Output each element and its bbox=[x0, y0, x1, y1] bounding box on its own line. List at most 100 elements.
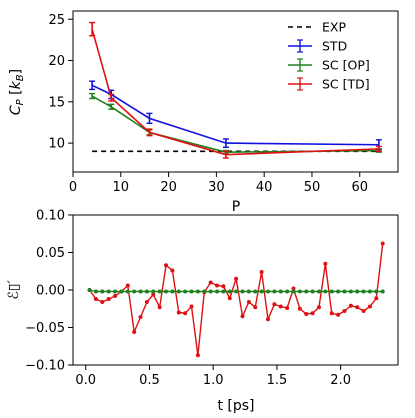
series-green-point bbox=[195, 289, 200, 294]
top-panel-y-tick-label: 25 bbox=[48, 13, 65, 28]
series-green-point bbox=[138, 289, 143, 294]
series-red-point bbox=[138, 315, 143, 319]
series-green-point bbox=[106, 289, 111, 294]
legend-sc-op-label: SC [OP] bbox=[322, 58, 370, 73]
series-red-point bbox=[285, 306, 290, 310]
bottom-panel-y-tick-label: 0.10 bbox=[36, 209, 65, 224]
series-red-point bbox=[176, 310, 181, 315]
series-green-point bbox=[151, 289, 156, 294]
bottom-panel-x-tick-label: 2.0 bbox=[330, 373, 351, 388]
series-green-point bbox=[176, 289, 181, 294]
top-panel-y-tick-label: 20 bbox=[48, 54, 65, 69]
series-green-point bbox=[342, 289, 347, 294]
series-red-point bbox=[227, 296, 232, 301]
series-red-point bbox=[195, 353, 200, 358]
series-red-line bbox=[88, 243, 384, 356]
series-green-point bbox=[221, 289, 226, 294]
bottom-panel-x-axis-label: t [ps] bbox=[217, 398, 254, 414]
series-green-point bbox=[278, 289, 283, 294]
series-red-point bbox=[170, 268, 175, 273]
series-red-point bbox=[355, 305, 360, 310]
series-green-point bbox=[253, 289, 258, 294]
top-panel-x-tick-label: 50 bbox=[304, 180, 321, 195]
legend-sc-td-label: SC [TD] bbox=[322, 77, 370, 92]
top-panel-x-tick-label: 10 bbox=[113, 180, 130, 195]
series-green-point bbox=[119, 289, 124, 294]
bottom-panel-y-axis-label: ℰ▯′ bbox=[6, 279, 22, 299]
top-panel-data bbox=[89, 21, 382, 159]
series-red-point bbox=[291, 286, 296, 291]
series-green-point bbox=[304, 289, 309, 294]
series-red-point bbox=[240, 314, 245, 319]
series-green-point bbox=[240, 289, 245, 294]
series-std-line bbox=[91, 84, 379, 146]
series-red-point bbox=[215, 283, 220, 288]
series-green-point bbox=[361, 289, 366, 294]
series-green-point bbox=[285, 289, 290, 294]
series-red-point bbox=[367, 304, 372, 309]
top-panel-x-tick-label: 60 bbox=[351, 180, 368, 195]
series-green-point bbox=[227, 289, 232, 294]
top-panel-y-axis-label: CP [kB] bbox=[8, 69, 26, 115]
series-red-point bbox=[221, 284, 226, 289]
series-red-point bbox=[144, 300, 149, 304]
series-red-point bbox=[253, 305, 258, 310]
series-red-point bbox=[157, 305, 162, 310]
series-red-point bbox=[329, 311, 334, 316]
legend-exp-label: EXP bbox=[322, 20, 346, 35]
series-red-point bbox=[342, 309, 347, 313]
series-green-point bbox=[316, 289, 321, 294]
series-red-point bbox=[374, 296, 379, 301]
series-green-point bbox=[246, 289, 251, 294]
series-green-point bbox=[291, 289, 296, 294]
series-green-point bbox=[323, 289, 328, 294]
series-red-point bbox=[183, 311, 188, 316]
series-red-point bbox=[380, 241, 385, 246]
series-red-point bbox=[323, 261, 328, 266]
top-panel: 0 10 20 30 40 50 60 10 15 20 25 P CP [kB] EXP STD S… bbox=[8, 10, 399, 215]
top-panel-x-tick-label: 40 bbox=[256, 180, 273, 195]
series-green-point bbox=[374, 289, 379, 294]
top-panel-x-tick-label: 0 bbox=[69, 180, 77, 195]
series-red-point bbox=[259, 270, 264, 274]
series-green-point bbox=[87, 288, 92, 292]
top-panel-y-tick-label: 10 bbox=[48, 137, 65, 152]
series-red-point bbox=[132, 330, 137, 334]
series-green-point bbox=[125, 289, 130, 294]
bottom-panel-x-tick-label: 0.0 bbox=[75, 373, 96, 388]
series-green-point bbox=[380, 289, 385, 294]
series-green-point bbox=[189, 289, 194, 294]
series-red-point bbox=[336, 312, 341, 317]
bottom-panel-x-tick-label: 1.5 bbox=[267, 373, 288, 388]
bottom-panel-y-tick-label: 0.00 bbox=[36, 284, 65, 299]
series-green-point bbox=[144, 289, 149, 294]
series-green-point bbox=[310, 289, 315, 294]
series-red-point bbox=[348, 303, 353, 308]
bottom-panel-y-tick-label: 0.05 bbox=[36, 246, 65, 261]
bottom-panel-data bbox=[87, 241, 385, 358]
series-red-point bbox=[246, 300, 251, 304]
bottom-panel: 0.0 0.5 1.0 1.5 2.0 −0.10 −0.05 0.00 0.05 0.10 t… bbox=[6, 209, 399, 414]
top-panel-x-ticks: 0 10 20 30 40 50 60 bbox=[69, 172, 368, 195]
series-green-point bbox=[234, 289, 239, 294]
bottom-panel-y-tick-label: −0.10 bbox=[25, 359, 65, 374]
series-red-point bbox=[125, 283, 130, 288]
series-red-point bbox=[316, 305, 321, 310]
bottom-panel-y-ticks: −0.10 −0.05 0.00 0.05 0.10 bbox=[25, 209, 73, 374]
top-panel-x-tick-label: 30 bbox=[208, 180, 225, 195]
series-green-point bbox=[208, 289, 213, 294]
series-green-point bbox=[157, 289, 162, 294]
legend-std-label: STD bbox=[322, 39, 347, 54]
bottom-panel-x-tick-label: 0.5 bbox=[139, 373, 160, 388]
series-green-point bbox=[113, 289, 118, 294]
series-red-point bbox=[164, 263, 169, 268]
top-panel-x-tick-label: 20 bbox=[160, 180, 177, 195]
series-green-point bbox=[266, 289, 270, 294]
series-red-point bbox=[151, 292, 156, 297]
series-green-point bbox=[170, 289, 175, 294]
top-panel-frame bbox=[72, 10, 399, 173]
series-red-point bbox=[304, 312, 309, 316]
series-red-point bbox=[113, 294, 118, 298]
series-green-point bbox=[297, 289, 302, 294]
